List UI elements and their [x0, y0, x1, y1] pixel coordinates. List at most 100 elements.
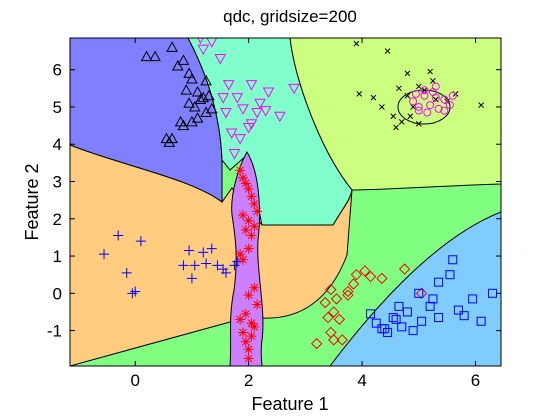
star-point — [249, 221, 260, 232]
x-point — [430, 78, 436, 84]
triangle-down-point — [288, 83, 300, 95]
x-point — [398, 119, 405, 125]
diamond-point — [350, 268, 363, 281]
triangle-up-point — [186, 115, 198, 127]
triangle-up-point — [194, 93, 207, 104]
diamond-point — [359, 265, 371, 277]
triangle-up-point — [166, 41, 178, 52]
square-point — [391, 314, 401, 324]
x-point — [353, 40, 360, 47]
triangle-up-point — [186, 72, 198, 84]
square-point — [388, 313, 398, 323]
square-point — [408, 326, 418, 336]
triangle-up-point — [177, 54, 190, 65]
triangle-up-point — [166, 132, 178, 144]
diamond-point — [310, 337, 323, 350]
diamond-point — [342, 285, 354, 298]
triangle-up-point — [140, 50, 153, 62]
square-point — [380, 324, 390, 334]
circle-point — [414, 106, 423, 115]
triangle-down-point — [228, 149, 241, 160]
diamond-point — [415, 287, 428, 300]
plus-point — [186, 273, 197, 284]
y-tick-label: 6 — [53, 61, 62, 80]
triangle-down-point — [217, 93, 229, 104]
triangle-down-point — [237, 104, 249, 115]
diamond-point — [333, 313, 346, 326]
plus-point — [121, 267, 132, 278]
square-point — [434, 313, 444, 323]
plus-point — [113, 230, 124, 241]
star-point — [240, 308, 251, 319]
star-point — [249, 198, 260, 209]
triangle-up-point — [200, 106, 212, 118]
y-axis-label: Feature 2 — [22, 163, 42, 240]
x-point — [356, 91, 363, 97]
diamond-point — [342, 289, 354, 301]
y-tick-label: 2 — [53, 210, 62, 229]
x-point — [384, 48, 391, 54]
star-point — [252, 299, 263, 310]
triangle-down-point — [273, 111, 286, 123]
square-point — [397, 322, 407, 332]
plus-point — [212, 260, 223, 271]
y-tick-label: 5 — [53, 98, 62, 117]
triangle-down-point — [242, 122, 255, 134]
decision-regions — [70, 38, 501, 366]
plus-point — [201, 258, 212, 269]
plus-point — [198, 247, 209, 258]
star-point — [240, 178, 251, 189]
square-point — [459, 311, 469, 321]
star-point — [235, 165, 246, 176]
y-tick-label: -1 — [47, 322, 62, 341]
data-points — [99, 38, 497, 364]
star-point — [240, 336, 251, 347]
y-tick-label: 1 — [53, 247, 62, 266]
triangle-up-point — [183, 67, 195, 78]
triangle-down-point — [254, 98, 266, 110]
diamond-point — [336, 334, 348, 346]
star-point — [249, 282, 260, 293]
circle-point — [420, 91, 429, 100]
star-point — [237, 254, 248, 265]
circle-point — [448, 91, 457, 100]
triangle-up-point — [203, 89, 215, 101]
diamond-point — [347, 278, 360, 290]
square-point — [428, 294, 438, 304]
star-point — [246, 331, 257, 342]
square-point — [366, 309, 376, 319]
star-point — [243, 344, 254, 355]
x-tick-label: 6 — [471, 371, 480, 390]
diamond-point — [325, 283, 337, 296]
diamond-point — [364, 270, 377, 283]
x-point — [427, 68, 433, 75]
triangle-down-point — [245, 80, 258, 91]
star-point — [246, 230, 257, 241]
triangle-up-point — [188, 100, 201, 112]
square-point — [453, 305, 463, 315]
triangle-up-point — [191, 86, 204, 97]
square-point — [448, 255, 458, 265]
star-point — [243, 290, 254, 301]
chart-title: qdc, gridsize=200 — [223, 7, 357, 26]
y-tick-label: 0 — [53, 284, 62, 303]
diamond-point — [330, 293, 343, 305]
triangle-up-point — [180, 84, 193, 95]
square-point — [414, 288, 424, 298]
square-point — [476, 316, 486, 326]
circle-point — [411, 89, 420, 98]
triangle-down-point — [251, 108, 263, 119]
circle-point — [445, 101, 454, 110]
x-point — [415, 83, 422, 90]
triangle-up-point — [205, 102, 218, 114]
diamond-point — [322, 311, 334, 324]
x-tick-label: 4 — [357, 371, 366, 390]
triangle-down-point — [214, 54, 227, 65]
star-point — [243, 215, 254, 226]
circle-point — [426, 101, 435, 110]
x-tick-label: 0 — [130, 371, 139, 390]
x-tick-label: 2 — [244, 371, 253, 390]
x-axis-label: Feature 1 — [251, 394, 328, 414]
triangle-up-point — [183, 97, 195, 108]
triangle-down-point — [206, 38, 218, 48]
